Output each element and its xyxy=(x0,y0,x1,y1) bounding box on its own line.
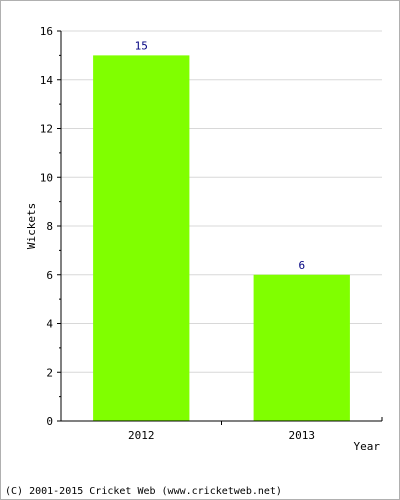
data-label: 6 xyxy=(298,259,305,272)
y-tick-label: 8 xyxy=(46,220,53,233)
y-tick-label: 16 xyxy=(40,25,53,38)
y-tick-label: 6 xyxy=(46,269,53,282)
bar xyxy=(93,55,190,421)
y-tick-label: 0 xyxy=(46,415,53,428)
y-tick-label: 14 xyxy=(40,74,54,87)
y-tick-label: 2 xyxy=(46,366,53,379)
y-axis-title: Wickets xyxy=(25,203,38,249)
footer-credit: (C) 2001-2015 Cricket Web (www.cricketwe… xyxy=(5,486,282,497)
labels: Wickets Year 0 2 4 6 8 10 12 14 16 15 2012 6 2013 xyxy=(25,25,380,453)
bars xyxy=(93,55,350,421)
x-axis-title: Year xyxy=(354,440,381,453)
axes xyxy=(57,30,383,425)
y-tick-label: 12 xyxy=(40,123,53,136)
y-tick-label: 10 xyxy=(40,171,53,184)
data-label: 15 xyxy=(135,39,148,52)
x-tick-label: 2012 xyxy=(128,429,155,442)
x-tick-label: 2013 xyxy=(289,429,316,442)
bar xyxy=(253,274,350,421)
bar-chart: Wickets Year 0 2 4 6 8 10 12 14 16 15 2012 6 2013 xyxy=(25,25,383,453)
y-tick-label: 4 xyxy=(46,318,53,331)
